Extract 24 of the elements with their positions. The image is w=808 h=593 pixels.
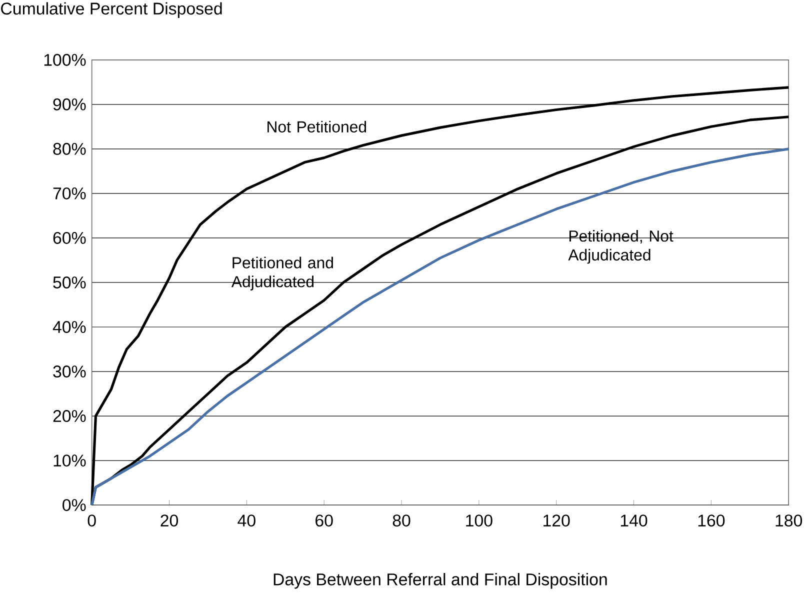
x-tick-label: 80 bbox=[392, 514, 410, 527]
x-tick-label: 40 bbox=[238, 514, 256, 527]
y-tick-label: 40% bbox=[52, 321, 86, 334]
y-axis-title: Cumulative Percent Disposed bbox=[1, 2, 222, 18]
x-tick-label: 60 bbox=[316, 514, 333, 527]
x-tick-label: 0 bbox=[88, 514, 96, 527]
y-tick-label: 100% bbox=[44, 54, 86, 66]
y-tick-label: 90% bbox=[53, 98, 86, 110]
y-tick-label: 20% bbox=[53, 410, 86, 422]
x-tick-label: 100 bbox=[466, 514, 492, 527]
y-tick-label: 10% bbox=[54, 454, 86, 467]
series-label: Not Petitioned bbox=[268, 120, 366, 133]
y-tick-label: 80% bbox=[53, 142, 86, 155]
x-axis-title: Days Between Referral and Final Disposition bbox=[274, 573, 607, 589]
x-tick-label: 180 bbox=[776, 514, 802, 527]
x-tick-label: 160 bbox=[698, 514, 725, 527]
y-tick-label: 60% bbox=[53, 232, 86, 244]
y-tick-label: 30% bbox=[53, 366, 86, 378]
y-tick-label: 50% bbox=[53, 276, 86, 288]
x-tick-label: 140 bbox=[620, 514, 648, 527]
y-tick-label: 70% bbox=[53, 187, 86, 200]
y-tick-label: 0% bbox=[62, 499, 86, 512]
x-tick-label: 20 bbox=[160, 514, 178, 527]
x-tick-label: 120 bbox=[544, 514, 570, 527]
